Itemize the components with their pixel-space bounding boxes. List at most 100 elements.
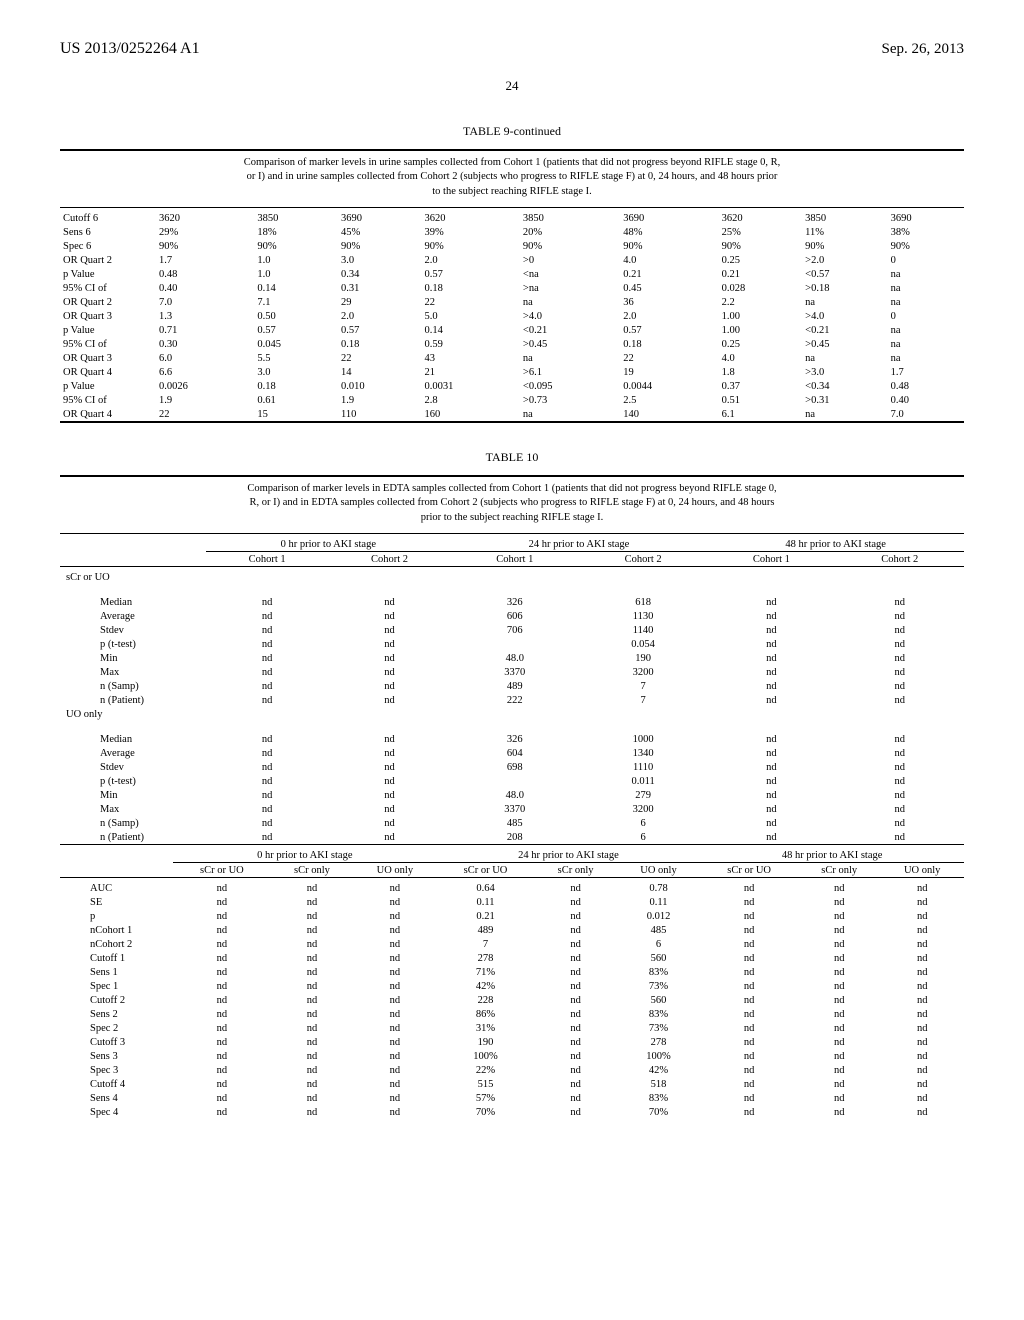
cell: nd [836, 651, 964, 665]
table-row: Spec 4ndndnd70%nd70%ndndnd [60, 1105, 964, 1119]
cell: 3200 [579, 802, 707, 816]
row-label: Spec 4 [60, 1105, 173, 1119]
table-row: SEndndnd0.11nd0.11ndndnd [60, 895, 964, 909]
cell: nd [534, 979, 616, 993]
cell: 0 [888, 253, 964, 267]
cell: 83% [617, 1091, 700, 1105]
cell: nd [707, 816, 835, 830]
table-row: Medianndnd326618ndnd [60, 595, 964, 609]
cell: 0.40 [888, 393, 964, 407]
table-row: Maxndnd33703200ndnd [60, 802, 964, 816]
cell: nd [206, 623, 328, 637]
cell: 15 [254, 407, 338, 422]
cell: nd [798, 937, 880, 951]
row-label: SE [60, 895, 173, 909]
cell: 485 [617, 923, 700, 937]
cell: nd [798, 1091, 880, 1105]
cell: nd [534, 895, 616, 909]
cell: 618 [579, 595, 707, 609]
row-label: OR Quart 2 [60, 253, 156, 267]
cell: 0.51 [719, 393, 803, 407]
row-label: OR Quart 4 [60, 407, 156, 422]
cell: nd [880, 951, 964, 965]
cell: nd [328, 609, 450, 623]
cell: 3.0 [338, 253, 422, 267]
cell: nd [880, 1007, 964, 1021]
row-label: Stdev [60, 623, 206, 637]
cell: 0.57 [422, 267, 520, 281]
cell: 0.31 [338, 281, 422, 295]
cell [451, 637, 579, 651]
cell: 515 [437, 1077, 535, 1091]
table-row: Spec 1ndndnd42%nd73%ndndnd [60, 979, 964, 993]
publication-date: Sep. 26, 2013 [882, 41, 965, 58]
cell: 0 [888, 309, 964, 323]
cell: nd [271, 1091, 353, 1105]
cell: nd [534, 951, 616, 965]
row-label: AUC [60, 881, 173, 895]
cell: 0.054 [579, 637, 707, 651]
cell: 6 [579, 830, 707, 845]
cell: 0.18 [422, 281, 520, 295]
table-row: nCohort 1ndndnd489nd485ndndnd [60, 923, 964, 937]
cell: 5.0 [422, 309, 520, 323]
cell: nd [798, 1035, 880, 1049]
cell: 43 [422, 351, 520, 365]
cell: 1.00 [719, 309, 803, 323]
cell: 36 [620, 295, 718, 309]
cell: nd [798, 951, 880, 965]
cell: nd [700, 1021, 798, 1035]
cell: nd [707, 679, 835, 693]
cell: 7 [579, 679, 707, 693]
cell: 0.045 [254, 337, 338, 351]
cell: nd [707, 637, 835, 651]
cell: 42% [437, 979, 535, 993]
cell: nd [173, 895, 271, 909]
cell: nd [700, 951, 798, 965]
cell: nd [798, 1007, 880, 1021]
table10-part-a: Comparison of marker levels in EDTA samp… [60, 475, 964, 848]
page-header: US 2013/0252264 A1 Sep. 26, 2013 [60, 40, 964, 58]
cell: nd [271, 1063, 353, 1077]
cell: nd [534, 1035, 616, 1049]
table-row: OR Quart 46.63.01421>6.1191.8>3.01.7 [60, 365, 964, 379]
cell: nd [206, 651, 328, 665]
cell: nd [700, 965, 798, 979]
cell: >0.45 [520, 337, 620, 351]
cell: 0.59 [422, 337, 520, 351]
cell: 1340 [579, 746, 707, 760]
cell: 83% [617, 1007, 700, 1021]
cell: nd [880, 1035, 964, 1049]
table-row: Cutoff 1ndndnd278nd560ndndnd [60, 951, 964, 965]
cell: 3620 [719, 211, 803, 225]
row-label: Cutoff 4 [60, 1077, 173, 1091]
cell: nd [206, 595, 328, 609]
cell: nd [353, 979, 436, 993]
cell: na [888, 295, 964, 309]
cell: nd [707, 651, 835, 665]
table-row: Minndnd48.0279ndnd [60, 788, 964, 802]
cell: nd [700, 1091, 798, 1105]
row-label: Spec 3 [60, 1063, 173, 1077]
cell: na [888, 351, 964, 365]
cell: nd [836, 746, 964, 760]
cell: 7.0 [888, 407, 964, 422]
cell: nd [328, 746, 450, 760]
row-label: Cutoff 2 [60, 993, 173, 1007]
cell: 489 [451, 679, 579, 693]
cell: 1.9 [338, 393, 422, 407]
cell: 48.0 [451, 788, 579, 802]
cell: nd [173, 979, 271, 993]
table-row: n (Samp)ndnd4897ndnd [60, 679, 964, 693]
cell: 39% [422, 225, 520, 239]
cell: nd [206, 816, 328, 830]
cell: 48.0 [451, 651, 579, 665]
cell: 3850 [520, 211, 620, 225]
table-row: Stdevndnd7061140ndnd [60, 623, 964, 637]
cell: nd [534, 937, 616, 951]
cell: nd [173, 1105, 271, 1119]
cell: 0.57 [254, 323, 338, 337]
cell: nd [328, 651, 450, 665]
row-label: nCohort 2 [60, 937, 173, 951]
cell: 2.0 [338, 309, 422, 323]
